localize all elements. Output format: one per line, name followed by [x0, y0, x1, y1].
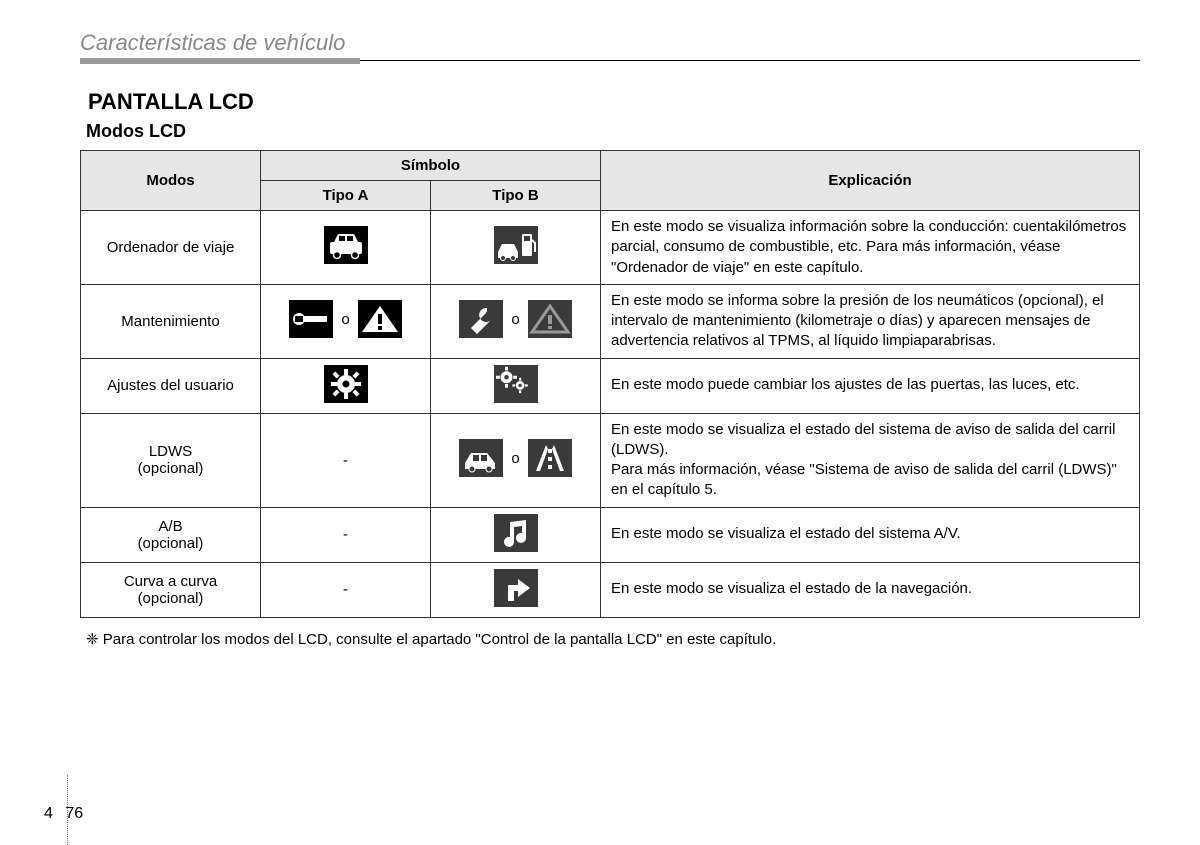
or-separator: o	[341, 311, 349, 328]
page-title-h2: Modos LCD	[86, 121, 1140, 142]
wrench-icon	[459, 300, 503, 338]
lcd-modes-table: Modos Símbolo Explicación Tipo A Tipo B …	[80, 150, 1140, 618]
th-explanation: Explicación	[601, 151, 1140, 211]
type-a-cell	[261, 211, 431, 285]
mode-cell: A/B(opcional)	[81, 507, 261, 562]
music-icon	[494, 514, 538, 552]
th-type-b: Tipo B	[431, 181, 601, 211]
page-number: 4 76	[44, 805, 83, 823]
page-num: 76	[65, 805, 83, 822]
mode-cell: Curva a curva(opcional)	[81, 562, 261, 617]
th-symbol: Símbolo	[261, 151, 601, 181]
no-icon-dash: -	[343, 526, 348, 543]
or-separator: o	[511, 450, 519, 467]
section-header: Características de vehículo	[80, 30, 1140, 61]
explanation-cell: En este modo se visualiza información so…	[601, 211, 1140, 285]
table-row: A/B(opcional) - En este modo se visualiz…	[81, 507, 1140, 562]
table-row: Ordenador de viaje En este modo se visua…	[81, 211, 1140, 285]
type-a-cell: -	[261, 413, 431, 507]
mode-cell: LDWS(opcional)	[81, 413, 261, 507]
explanation-cell: En este modo se informa sobre la presión…	[601, 284, 1140, 358]
or-separator: o	[511, 311, 519, 328]
type-b-cell	[431, 507, 601, 562]
warning-outline-icon	[528, 300, 572, 338]
type-b-cell: o	[431, 284, 601, 358]
gear-double-icon	[494, 365, 538, 403]
explanation-cell: En este modo se visualiza el estado de l…	[601, 562, 1140, 617]
arrow-turn-icon	[494, 569, 538, 607]
type-a-cell: o	[261, 284, 431, 358]
car-icon	[324, 226, 368, 264]
th-modes: Modos	[81, 151, 261, 211]
wrench-h-icon	[289, 300, 333, 338]
explanation-cell: En este modo se visualiza el estado del …	[601, 507, 1140, 562]
explanation-cell: En este modo puede cambiar los ajustes d…	[601, 358, 1140, 413]
chapter-number: 4	[44, 805, 53, 822]
explanation-cell: En este modo se visualiza el estado del …	[601, 413, 1140, 507]
warning-icon	[358, 300, 402, 338]
table-row: Curva a curva(opcional) - En este modo s…	[81, 562, 1140, 617]
mode-cell: Ajustes del usuario	[81, 358, 261, 413]
page-title-h1: PANTALLA LCD	[88, 89, 1140, 115]
table-row: LDWS(opcional) - o En este modo se visua…	[81, 413, 1140, 507]
mode-cell: Ordenador de viaje	[81, 211, 261, 285]
type-a-cell: -	[261, 562, 431, 617]
table-row: Ajustes del usuario En este modo puede c…	[81, 358, 1140, 413]
mode-cell: Mantenimiento	[81, 284, 261, 358]
no-icon-dash: -	[343, 452, 348, 469]
type-a-cell: -	[261, 507, 431, 562]
type-a-cell	[261, 358, 431, 413]
gear-icon	[324, 365, 368, 403]
footnote: ❈ Para controlar los modos del LCD, cons…	[86, 630, 1140, 648]
th-type-a: Tipo A	[261, 181, 431, 211]
car-fuel-icon	[494, 226, 538, 264]
type-b-cell: o	[431, 413, 601, 507]
type-b-cell	[431, 358, 601, 413]
no-icon-dash: -	[343, 581, 348, 598]
car-side-icon	[459, 439, 503, 477]
type-b-cell	[431, 211, 601, 285]
lane-icon	[528, 439, 572, 477]
type-b-cell	[431, 562, 601, 617]
table-row: Mantenimiento o o En este modo se inform…	[81, 284, 1140, 358]
